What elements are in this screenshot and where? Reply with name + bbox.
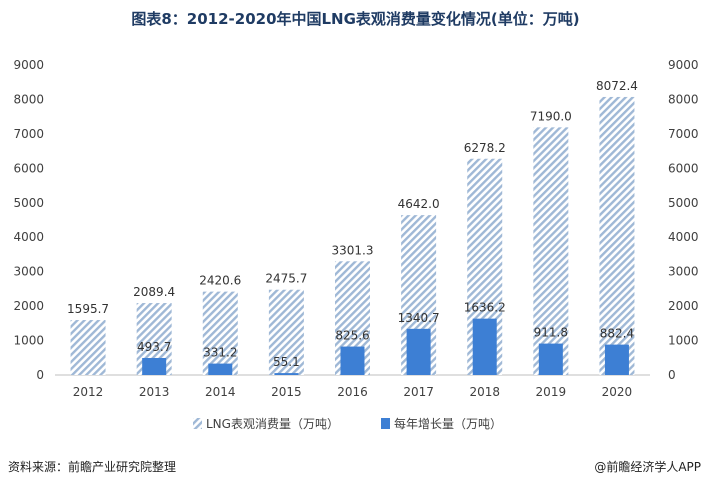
consumption-bar [70,320,106,375]
consumption-value-label: 6278.2 [464,141,506,155]
legend: LNG表观消费量（万吨） 每年增长量（万吨） [193,416,502,431]
growth-value-label: 1636.2 [464,301,506,315]
y-left-tick-label: 4000 [13,230,44,244]
consumption-bar [533,127,569,375]
x-tick-label: 2019 [536,385,567,399]
y-right-tick-label: 5000 [668,196,699,210]
growth-value-label: 882.4 [600,327,634,341]
growth-bar [604,344,629,375]
legend-label-growth: 每年增长量（万吨） [394,416,502,431]
growth-bar [208,363,233,375]
y-right-tick-label: 7000 [668,127,699,141]
y-left-tick-label: 5000 [13,196,44,210]
consumption-value-label: 2420.6 [199,274,241,288]
consumption-bar [599,96,635,375]
growth-value-label: 331.2 [203,346,237,360]
consumption-value-label: 8072.4 [596,79,638,93]
y-left-tick-label: 6000 [13,161,44,175]
consumption-bar [202,291,238,375]
y-right-tick-label: 2000 [668,299,699,313]
growth-value-label: 911.8 [534,326,568,340]
y-right-tick-label: 3000 [668,265,699,279]
y-left-tick-label: 3000 [13,265,44,279]
y-right-tick-label: 1000 [668,334,699,348]
legend-swatch-consumption [193,418,202,429]
x-tick-label: 2016 [337,385,368,399]
y-axis-left: 0 1000 2000 3000 4000 5000 6000 7000 8000 9000 [13,58,44,382]
y-right-tick-label: 8000 [668,92,699,106]
brand-label: @前瞻经济学人APP [594,460,701,474]
legend-swatch-growth [381,418,390,429]
growth-value-label: 55.1 [273,355,300,369]
growth-bar [142,357,167,375]
growth-value-label: 1340.7 [398,311,440,325]
y-left-tick-label: 7000 [13,127,44,141]
x-tick-label: 2012 [73,385,104,399]
y-left-tick-label: 8000 [13,92,44,106]
consumption-value-label: 7190.0 [530,109,572,123]
consumption-value-label: 3301.3 [332,243,374,257]
growth-bar [340,346,365,375]
x-tick-label: 2014 [205,385,236,399]
consumption-bar [268,289,304,375]
x-tick-label: 2018 [469,385,500,399]
x-tick-label: 2020 [602,385,633,399]
y-left-tick-label: 1000 [13,334,44,348]
y-left-tick-label: 2000 [13,299,44,313]
source-note: 资料来源：前瞻产业研究院整理 [8,460,177,474]
x-tick-label: 2017 [403,385,434,399]
legend-label-consumption: LNG表观消费量（万吨） [206,417,339,431]
y-right-tick-label: 9000 [668,58,699,72]
y-left-tick-label: 9000 [13,58,44,72]
consumption-value-label: 2475.7 [265,272,307,286]
bars-group: 1595.7 2089.4 493.7 2420.6 331.2 2475.7 55.1 33… [67,79,638,375]
x-tick-label: 2015 [271,385,302,399]
chart-title: 图表8：2012-2020年中国LNG表观消费量变化情况(单位：万吨) [131,10,580,28]
growth-value-label: 493.7 [137,340,171,354]
growth-bar [274,373,299,375]
growth-value-label: 825.6 [335,329,369,343]
x-axis: 2012 2013 2014 2015 2016 2017 2018 2019 2020 [73,385,632,399]
consumption-value-label: 4642.0 [398,197,440,211]
growth-bar [538,343,563,375]
growth-bar [472,318,497,375]
y-right-tick-label: 4000 [668,230,699,244]
consumption-value-label: 1595.7 [67,302,109,316]
growth-bar [406,328,431,375]
y-left-tick-label: 0 [36,368,44,382]
x-tick-label: 2013 [139,385,170,399]
y-right-tick-label: 6000 [668,161,699,175]
consumption-value-label: 2089.4 [133,285,175,299]
y-right-tick-label: 0 [668,368,676,382]
y-axis-right: 0 1000 2000 3000 4000 5000 6000 7000 8000 9000 [668,58,699,382]
